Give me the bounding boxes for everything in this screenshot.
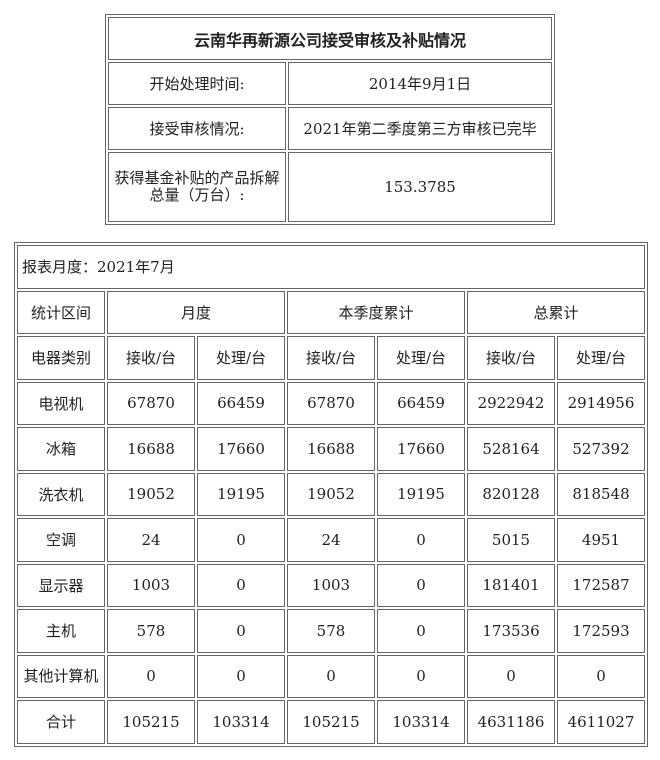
value-cell: 103314 <box>197 700 285 744</box>
value-cell: 105215 <box>287 700 375 744</box>
category-name: 其他计算机 <box>17 654 105 698</box>
value-cell: 17660 <box>377 427 465 471</box>
summary-value: 153.3785 <box>288 152 552 222</box>
value-cell: 0 <box>197 609 285 653</box>
value-cell: 105215 <box>107 700 195 744</box>
table-row: 冰箱 16688 17660 16688 17660 528164 527392 <box>17 427 645 471</box>
value-cell: 0 <box>197 518 285 562</box>
value-cell: 24 <box>107 518 195 562</box>
table-row: 合计 105215 103314 105215 103314 4631186 4611027 <box>17 700 645 744</box>
category-name: 空调 <box>17 518 105 562</box>
sub-header: 处理/台 <box>557 336 645 380</box>
value-cell: 173536 <box>467 609 555 653</box>
value-cell: 0 <box>287 654 375 698</box>
value-cell: 181401 <box>467 563 555 607</box>
value-cell: 172587 <box>557 563 645 607</box>
value-cell: 0 <box>377 563 465 607</box>
value-cell: 0 <box>197 654 285 698</box>
summary-value: 2021年第二季度第三方审核已完毕 <box>288 107 552 150</box>
category-name: 冰箱 <box>17 427 105 471</box>
category-name: 显示器 <box>17 563 105 607</box>
value-cell: 0 <box>377 654 465 698</box>
summary-label: 接受审核情况: <box>108 107 286 150</box>
value-cell: 0 <box>557 654 645 698</box>
value-cell: 1003 <box>107 563 195 607</box>
report-month: 报表月度：2021年7月 <box>17 245 645 289</box>
value-cell: 16688 <box>287 427 375 471</box>
value-cell: 0 <box>467 654 555 698</box>
summary-title: 云南华再新源公司接受审核及补贴情况 <box>108 17 552 60</box>
table-row: 显示器 1003 0 1003 0 181401 172587 <box>17 563 645 607</box>
sub-header: 处理/台 <box>197 336 285 380</box>
value-cell: 4611027 <box>557 700 645 744</box>
report-table: 报表月度：2021年7月 统计区间 月度 本季度累计 总累计 电器类别 接收/台… <box>14 242 648 747</box>
category-name: 电视机 <box>17 381 105 425</box>
value-cell: 578 <box>287 609 375 653</box>
value-cell: 19052 <box>287 472 375 516</box>
value-cell: 4951 <box>557 518 645 562</box>
sub-header: 接收/台 <box>467 336 555 380</box>
value-cell: 2914956 <box>557 381 645 425</box>
table-row: 其他计算机 0 0 0 0 0 0 <box>17 654 645 698</box>
value-cell: 24 <box>287 518 375 562</box>
value-cell: 820128 <box>467 472 555 516</box>
summary-value: 2014年9月1日 <box>288 62 552 105</box>
category-header: 电器类别 <box>17 336 105 380</box>
value-cell: 103314 <box>377 700 465 744</box>
value-cell: 528164 <box>467 427 555 471</box>
value-cell: 0 <box>107 654 195 698</box>
value-cell: 19195 <box>377 472 465 516</box>
value-cell: 0 <box>377 518 465 562</box>
sub-header: 处理/台 <box>377 336 465 380</box>
value-cell: 5015 <box>467 518 555 562</box>
sub-header: 接收/台 <box>287 336 375 380</box>
value-cell: 67870 <box>107 381 195 425</box>
table-row: 主机 578 0 578 0 173536 172593 <box>17 609 645 653</box>
value-cell: 17660 <box>197 427 285 471</box>
value-cell: 818548 <box>557 472 645 516</box>
category-name: 洗衣机 <box>17 472 105 516</box>
category-name: 合计 <box>17 700 105 744</box>
value-cell: 1003 <box>287 563 375 607</box>
value-cell: 0 <box>197 563 285 607</box>
summary-label: 获得基金补贴的产品拆解总量（万台）: <box>108 152 286 222</box>
value-cell: 0 <box>377 609 465 653</box>
period-month: 月度 <box>107 290 285 334</box>
period-header: 统计区间 <box>17 290 105 334</box>
value-cell: 19052 <box>107 472 195 516</box>
value-cell: 67870 <box>287 381 375 425</box>
period-quarter: 本季度累计 <box>287 290 465 334</box>
value-cell: 66459 <box>197 381 285 425</box>
summary-table: 云南华再新源公司接受审核及补贴情况 开始处理时间: 2014年9月1日 接受审核情… <box>105 14 555 225</box>
sub-header: 接收/台 <box>107 336 195 380</box>
value-cell: 527392 <box>557 427 645 471</box>
period-total: 总累计 <box>467 290 645 334</box>
value-cell: 578 <box>107 609 195 653</box>
value-cell: 2922942 <box>467 381 555 425</box>
value-cell: 66459 <box>377 381 465 425</box>
table-row: 洗衣机 19052 19195 19052 19195 820128 818548 <box>17 472 645 516</box>
table-row: 电视机 67870 66459 67870 66459 2922942 2914956 <box>17 381 645 425</box>
value-cell: 4631186 <box>467 700 555 744</box>
table-row: 空调 24 0 24 0 5015 4951 <box>17 518 645 562</box>
category-name: 主机 <box>17 609 105 653</box>
value-cell: 16688 <box>107 427 195 471</box>
value-cell: 172593 <box>557 609 645 653</box>
summary-label: 开始处理时间: <box>108 62 286 105</box>
value-cell: 19195 <box>197 472 285 516</box>
